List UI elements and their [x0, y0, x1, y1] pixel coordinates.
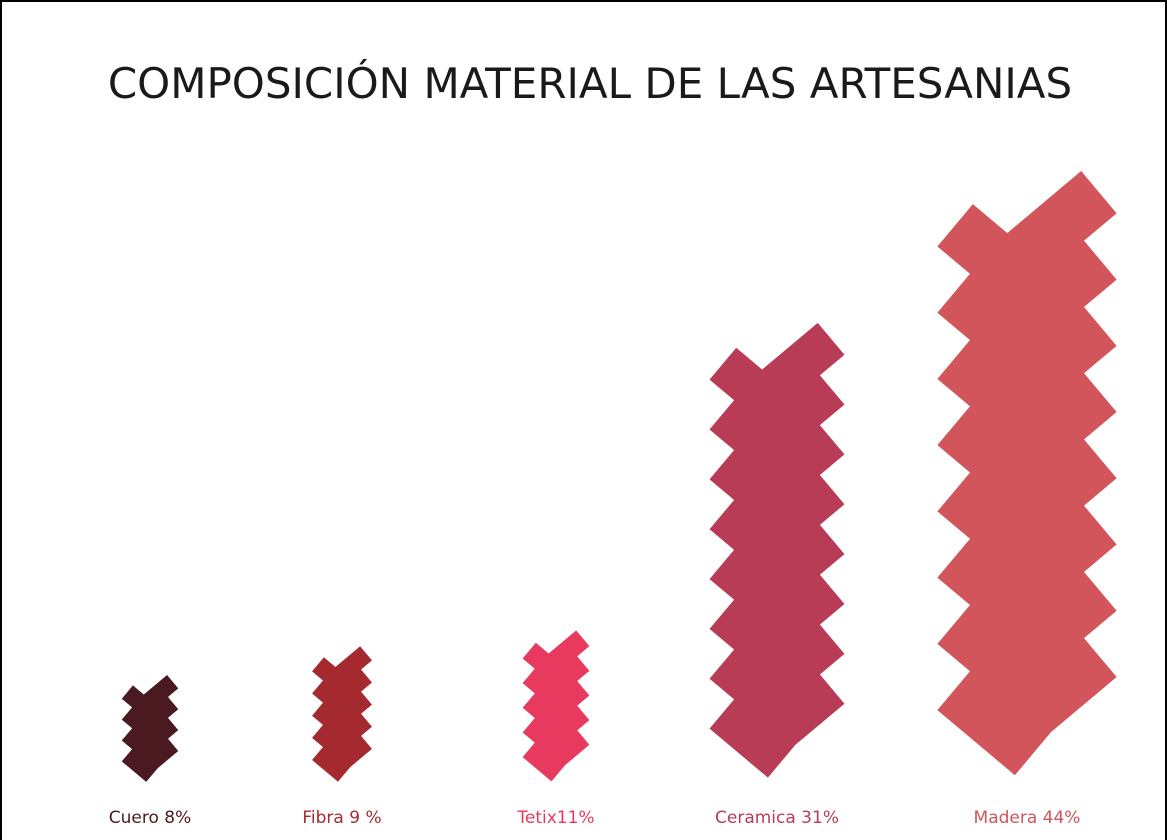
tile [1003, 303, 1117, 411]
tile [142, 716, 179, 751]
tile [334, 668, 372, 705]
tile [142, 695, 179, 730]
tile [522, 716, 565, 757]
tile [759, 372, 845, 454]
tile [547, 729, 590, 770]
tile [121, 727, 158, 762]
chart-title: COMPOSICIÓN MATERIAL DE LAS ARTESANIAS [108, 58, 1072, 108]
tile [522, 642, 565, 683]
tile [312, 679, 350, 716]
tile [759, 671, 845, 753]
tile [142, 737, 179, 772]
tile [334, 734, 372, 771]
tile [312, 701, 350, 738]
tile [522, 741, 565, 782]
tile [709, 696, 795, 778]
tile [334, 712, 372, 749]
category-label: Cuero 8% [109, 808, 192, 828]
tile [1003, 436, 1117, 544]
tile [759, 622, 845, 703]
tile [709, 347, 795, 429]
tile [547, 630, 590, 671]
tile [937, 336, 1051, 444]
tile [759, 472, 845, 554]
tile [312, 657, 350, 694]
tile [547, 679, 590, 720]
tile [759, 522, 845, 604]
category-label: Fibra 9 % [302, 808, 381, 828]
bar [121, 674, 179, 782]
tile [937, 535, 1051, 643]
tile [709, 646, 795, 728]
tile [1003, 369, 1117, 478]
tile [709, 497, 795, 579]
tile [121, 706, 158, 741]
tile [709, 397, 795, 479]
tile [1003, 634, 1117, 743]
tile [522, 692, 565, 733]
tile [121, 748, 158, 782]
tile [759, 322, 845, 404]
bar [937, 171, 1117, 776]
tile [547, 655, 590, 696]
tile [1003, 502, 1117, 610]
tile [312, 745, 350, 782]
tile [121, 685, 158, 720]
tile [709, 547, 795, 629]
tile [1003, 171, 1117, 279]
tile [937, 204, 1051, 312]
bar [522, 630, 590, 782]
bar [709, 322, 845, 778]
tile [334, 646, 372, 683]
tile [1003, 237, 1117, 345]
tile [937, 601, 1051, 709]
tile [709, 447, 795, 529]
tile [547, 704, 590, 745]
tile [759, 572, 845, 653]
category-label: Tetix11% [516, 808, 594, 828]
tile [312, 723, 350, 760]
tile [937, 469, 1051, 577]
tile [937, 402, 1051, 511]
tile [937, 270, 1051, 378]
category-label: Madera 44% [974, 808, 1081, 828]
tile [1003, 568, 1117, 676]
tile [334, 690, 372, 727]
tile [709, 597, 795, 678]
bar [312, 646, 372, 782]
tile [522, 667, 565, 708]
tile [759, 422, 845, 504]
tile [142, 674, 179, 709]
tile [937, 667, 1051, 776]
category-label: Ceramica 31% [715, 808, 839, 828]
